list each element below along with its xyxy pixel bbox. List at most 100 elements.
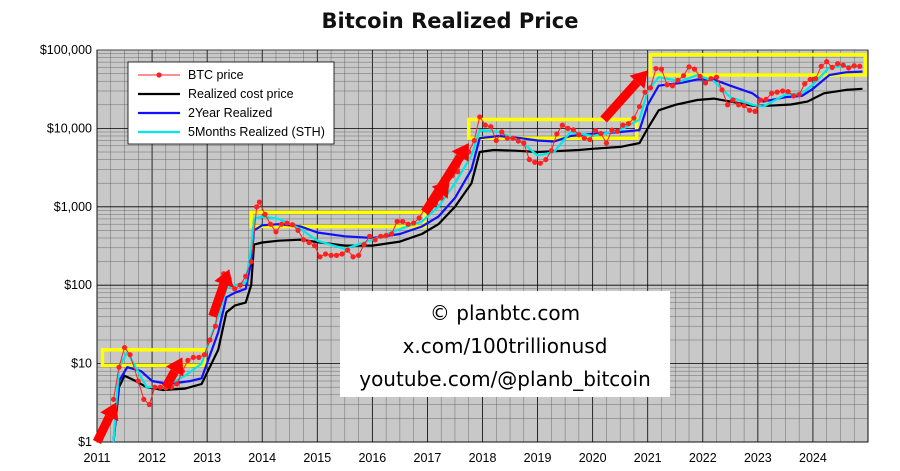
btc-price-point [730,97,736,103]
btc-price-point [152,384,158,390]
btc-price-point [702,80,709,86]
trend-arrow-shaft [92,414,114,444]
x-tick-label: 2018 [469,451,497,465]
btc-price-point [405,221,411,227]
btc-price-point [212,323,219,329]
x-tick-label: 2023 [744,451,772,465]
btc-price-point [653,65,659,72]
x-tick-label: 2020 [579,451,607,465]
btc-price-point [311,242,318,249]
legend-label: 2Year Realized [188,106,272,120]
btc-price-point [780,88,786,94]
btc-price-point [829,64,835,70]
btc-price-point [185,357,191,363]
btc-price-point [735,102,742,108]
watermark-line-1: © planbtc.com [430,301,580,325]
btc-price-point [344,247,351,253]
btc-price-point [592,127,598,134]
btc-price-point [515,138,521,144]
btc-price-point [262,211,268,217]
consolidation-box [648,52,867,77]
btc-price-point [691,66,698,72]
btc-price-point [576,132,582,138]
btc-price-point [669,83,676,89]
btc-price-point [658,66,665,72]
btc-price-point [746,107,753,113]
trend-arrow-head [100,402,119,422]
btc-price-point [686,64,692,70]
btc-price-point [141,396,147,402]
btc-price-point [273,229,279,235]
btc-price-point [851,63,857,69]
btc-price-point [116,364,122,370]
btc-price-point [680,73,687,79]
watermark: © planbtc.com x.com/100trillionusd youtu… [340,291,670,397]
btc-price-point [664,82,670,88]
btc-price-point [724,102,731,108]
btc-price-point [333,252,340,258]
btc-price-point [713,74,720,80]
btc-price-point [824,59,830,65]
x-tick-label: 2014 [248,451,276,465]
trend-arrows [92,70,648,444]
btc-price-point [477,114,483,120]
btc-price-point [647,85,654,91]
watermark-box [340,291,670,397]
btc-price-point [642,89,648,95]
btc-price-point [394,218,400,225]
btc-price-point [614,128,621,134]
btc-price-point [135,378,141,384]
btc-price-point [697,73,703,80]
btc-price-point [256,199,263,205]
btc-price-point [416,215,422,221]
legend-label: Realized cost price [188,87,294,101]
trend-arrow-shaft [208,282,229,318]
btc-price-point [289,222,296,228]
btc-price-point [675,77,681,83]
series-lines [110,59,863,443]
btc-price-point [741,103,747,109]
btc-price-point [300,237,307,243]
x-tick-label: 2017 [414,451,442,465]
btc-price-point [708,76,714,82]
btc-price-point [372,237,378,243]
btc-price-point [339,251,345,257]
btc-price-point [620,122,626,128]
trend-arrow-head [451,143,469,162]
x-tick-label: 2015 [303,451,331,465]
axis-ticks: 2011 2012 2013 2014 2015 2016 2017 2018 2019 2020… [40,43,827,465]
btc-price-point [609,127,615,133]
btc-price-point [835,61,841,67]
btc-price-point [190,354,196,360]
trend-arrow-shaft [161,369,179,390]
btc-price-point [548,148,554,154]
btc-price-point [243,273,249,279]
btc-price-point [378,233,384,239]
btc-price-point [482,122,488,128]
btc-price-point [758,97,764,103]
btc-price-point [846,65,852,71]
btc-price-point [631,115,637,121]
btc-price-point [785,88,791,95]
btc-price-point [840,62,846,68]
btc-price-point [818,63,824,69]
btc-price-point [559,122,565,128]
btc-price-point [493,137,499,144]
btc-price-point [278,221,285,227]
y-tick-label: $10,000 [47,121,92,135]
btc-price-point [254,204,260,210]
chart-title: Bitcoin Realized Price [321,9,578,33]
y-tick-label: $10 [71,357,92,371]
btc-price-point [791,93,797,99]
btc-price-point [306,239,312,246]
btc-price-point [146,401,152,408]
btc-price-point [565,125,571,131]
btc-price-point [857,63,863,69]
btc-price-point [598,130,604,137]
btc-price-point [763,96,769,102]
btc-price-point [526,156,532,163]
y-tick-label: $100 [64,278,92,292]
btc-price-point [328,252,334,258]
btc-price-point [174,381,180,387]
btc-price-point [355,252,362,258]
